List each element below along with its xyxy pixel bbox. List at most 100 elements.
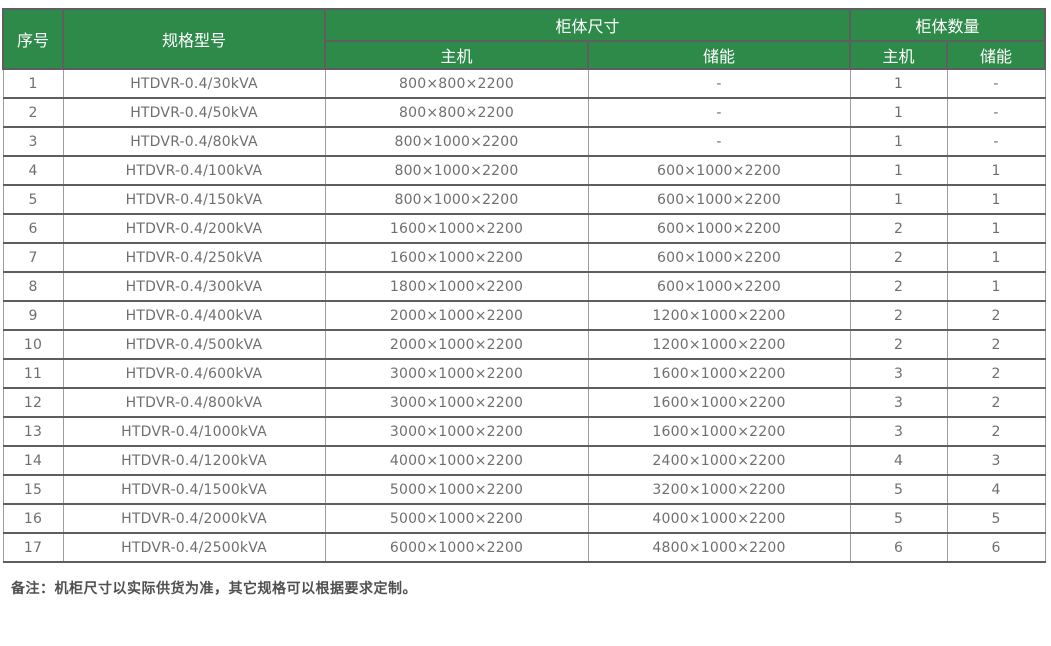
storage-qty-cell: 1 [946, 271, 1046, 302]
storage-qty-cell: 1 [946, 184, 1046, 215]
main-size-cell: 5000×1000×2200 [324, 503, 589, 534]
storage-qty-cell: 1 [946, 155, 1046, 186]
storage-qty-cell: 4 [946, 474, 1046, 505]
main-size-cell: 1600×1000×2200 [324, 213, 589, 244]
header-qty-main: 主机 [849, 40, 949, 70]
serial-cell: 16 [2, 503, 64, 534]
table-row: 16 HTDVR-0.4/2000kVA 5000×1000×2200 4000×10… [2, 503, 1046, 534]
main-qty-cell: 2 [849, 271, 948, 302]
table-row: 15 HTDVR-0.4/1500kVA 5000×1000×2200 3200×10… [2, 474, 1046, 505]
serial-cell: 12 [2, 387, 64, 418]
storage-qty-cell: 2 [946, 387, 1046, 418]
header-group-size: 柜体尺寸 [323, 8, 852, 42]
main-size-cell: 800×800×2200 [324, 97, 589, 128]
header-size-storage: 储能 [586, 40, 852, 70]
table-row: 10 HTDVR-0.4/500kVA 2000×1000×2200 1200×100… [2, 329, 1046, 360]
model-cell: HTDVR-0.4/600kVA [62, 358, 326, 389]
header-sub-row: 主机 储能 主机 储能 [3, 40, 1047, 70]
header-group-qty: 柜体数量 [849, 8, 1047, 42]
serial-cell: 10 [2, 329, 64, 360]
model-cell: HTDVR-0.4/100kVA [62, 155, 326, 186]
table-row: 11 HTDVR-0.4/600kVA 3000×1000×2200 1600×100… [2, 358, 1046, 389]
table-row: 5 HTDVR-0.4/150kVA 800×1000×2200 600×1000×2… [2, 184, 1046, 215]
main-size-cell: 800×1000×2200 [324, 184, 589, 215]
storage-size-cell: 600×1000×2200 [587, 155, 851, 186]
serial-cell: 14 [2, 445, 64, 476]
main-size-cell: 800×1000×2200 [324, 126, 589, 157]
main-qty-cell: 4 [849, 445, 948, 476]
table-row: 9 HTDVR-0.4/400kVA 2000×1000×2200 1200×1000… [2, 300, 1046, 331]
storage-qty-cell: 1 [946, 213, 1046, 244]
model-cell: HTDVR-0.4/200kVA [62, 213, 326, 244]
main-qty-cell: 2 [849, 300, 948, 331]
serial-cell: 1 [2, 68, 64, 99]
storage-size-cell: 1600×1000×2200 [587, 416, 851, 447]
main-size-cell: 1600×1000×2200 [324, 242, 589, 273]
main-qty-cell: 3 [849, 416, 948, 447]
main-qty-cell: 3 [849, 387, 948, 418]
serial-cell: 9 [2, 300, 64, 331]
storage-size-cell: 4000×1000×2200 [587, 503, 851, 534]
main-qty-cell: 1 [849, 184, 948, 215]
storage-size-cell: 600×1000×2200 [587, 271, 851, 302]
model-cell: HTDVR-0.4/250kVA [62, 242, 326, 273]
storage-size-cell: 1600×1000×2200 [587, 387, 851, 418]
storage-qty-cell: 3 [946, 445, 1046, 476]
storage-qty-cell: 1 [946, 242, 1046, 273]
main-size-cell: 5000×1000×2200 [324, 474, 589, 505]
storage-size-cell: - [587, 68, 851, 99]
serial-cell: 11 [2, 358, 64, 389]
main-qty-cell: 1 [849, 126, 948, 157]
model-cell: HTDVR-0.4/30kVA [62, 68, 326, 99]
model-cell: HTDVR-0.4/50kVA [62, 97, 326, 128]
main-qty-cell: 3 [849, 358, 948, 389]
model-cell: HTDVR-0.4/2000kVA [62, 503, 326, 534]
main-size-cell: 2000×1000×2200 [324, 300, 589, 331]
header-qty-storage: 储能 [946, 40, 1047, 70]
storage-size-cell: - [587, 97, 851, 128]
serial-cell: 7 [2, 242, 64, 273]
main-qty-cell: 2 [849, 213, 948, 244]
model-cell: HTDVR-0.4/80kVA [62, 126, 326, 157]
main-size-cell: 3000×1000×2200 [324, 358, 589, 389]
cabinet-spec-table: 序号 规格型号 柜体尺寸 柜体数量 主机 储能 主机 储能 1 HTDVR-0.4… [2, 8, 1047, 563]
header-model: 规格型号 [62, 8, 326, 70]
storage-qty-cell: 6 [946, 532, 1046, 563]
serial-cell: 13 [2, 416, 64, 447]
model-cell: HTDVR-0.4/2500kVA [62, 532, 326, 563]
main-qty-cell: 2 [849, 329, 948, 360]
serial-cell: 15 [2, 474, 64, 505]
storage-size-cell: 1600×1000×2200 [587, 358, 851, 389]
main-qty-cell: 6 [849, 532, 948, 563]
table-row: 13 HTDVR-0.4/1000kVA 3000×1000×2200 1600×10… [2, 416, 1046, 447]
serial-cell: 5 [2, 184, 64, 215]
storage-qty-cell: 2 [946, 329, 1046, 360]
table-row: 4 HTDVR-0.4/100kVA 800×1000×2200 600×1000×2… [2, 155, 1046, 186]
storage-size-cell: 600×1000×2200 [587, 184, 851, 215]
main-qty-cell: 5 [849, 474, 948, 505]
table-row: 2 HTDVR-0.4/50kVA 800×800×2200-1- [2, 97, 1046, 128]
storage-size-cell: 600×1000×2200 [587, 242, 851, 273]
main-size-cell: 2000×1000×2200 [324, 329, 589, 360]
main-qty-cell: 5 [849, 503, 948, 534]
model-cell: HTDVR-0.4/800kVA [62, 387, 326, 418]
storage-qty-cell: 2 [946, 358, 1046, 389]
table-row: 3 HTDVR-0.4/80kVA 800×1000×2200-1- [2, 126, 1046, 157]
storage-size-cell: 600×1000×2200 [587, 213, 851, 244]
serial-cell: 17 [2, 532, 64, 563]
model-cell: HTDVR-0.4/500kVA [62, 329, 326, 360]
table-row: 7 HTDVR-0.4/250kVA 1600×1000×2200 600×1000×… [2, 242, 1046, 273]
serial-cell: 8 [2, 271, 64, 302]
model-cell: HTDVR-0.4/1000kVA [62, 416, 326, 447]
storage-qty-cell: 2 [946, 300, 1046, 331]
table-row: 14 HTDVR-0.4/1200kVA 4000×1000×2200 2400×10… [2, 445, 1046, 476]
storage-qty-cell: 5 [946, 503, 1046, 534]
main-qty-cell: 1 [849, 68, 948, 99]
storage-qty-cell: 2 [946, 416, 1046, 447]
table-row: 6 HTDVR-0.4/200kVA 1600×1000×2200 600×1000×… [2, 213, 1046, 244]
main-size-cell: 6000×1000×2200 [324, 532, 589, 563]
serial-cell: 4 [2, 155, 64, 186]
model-cell: HTDVR-0.4/400kVA [62, 300, 326, 331]
storage-size-cell: 1200×1000×2200 [587, 300, 851, 331]
